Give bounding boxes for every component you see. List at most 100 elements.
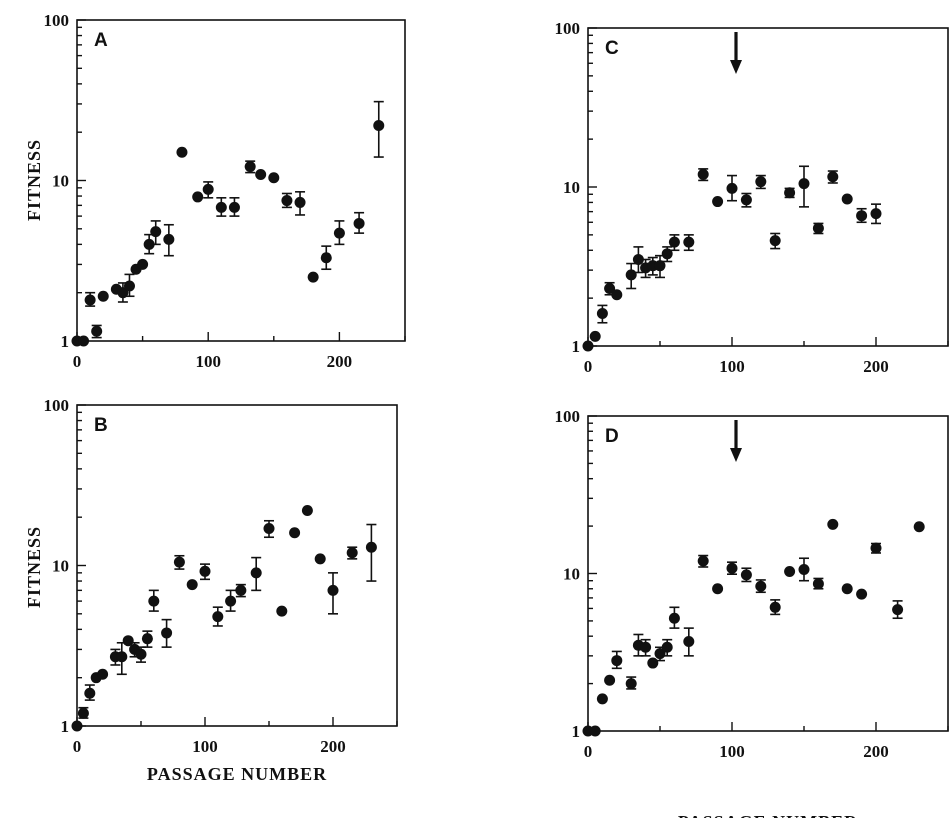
- data-point: [827, 171, 839, 183]
- panel-letter: B: [94, 415, 108, 436]
- data-point: [294, 196, 306, 208]
- data-point: [123, 280, 135, 292]
- data-point: [697, 555, 709, 567]
- data-point: [798, 564, 810, 576]
- x-tick-label: 100: [192, 737, 218, 756]
- data-point: [135, 648, 147, 660]
- y-tick-label: 10: [52, 172, 69, 191]
- data-point: [373, 120, 385, 132]
- data-point: [263, 523, 275, 535]
- data-point: [740, 569, 752, 581]
- data-point: [148, 595, 160, 607]
- data-point: [582, 340, 594, 352]
- x-tick-label: 200: [863, 742, 889, 761]
- data-point: [870, 542, 882, 554]
- y-tick-label: 1: [61, 717, 70, 736]
- data-point: [346, 547, 358, 559]
- data-point: [654, 260, 666, 272]
- x-tick-label: 0: [584, 742, 593, 761]
- plot-frame: [76, 404, 398, 727]
- data-point: [798, 178, 810, 190]
- data-point: [215, 201, 227, 213]
- data-point: [589, 330, 601, 342]
- panel-c: C 1 10 100 0 100 200: [555, 19, 949, 376]
- data-point: [161, 627, 173, 639]
- data-point: [625, 269, 637, 281]
- data-point: [281, 195, 293, 207]
- x-tick-label: 200: [863, 357, 889, 376]
- data-point: [301, 505, 313, 517]
- data-point: [186, 579, 198, 591]
- data-point: [250, 567, 262, 579]
- data-point: [625, 678, 637, 690]
- data-point: [276, 605, 288, 617]
- data-point: [244, 161, 256, 173]
- data-point: [97, 668, 109, 680]
- y-tick-label: 1: [61, 332, 70, 351]
- data-point: [199, 565, 211, 577]
- data-point: [596, 693, 608, 705]
- data-point: [289, 527, 301, 539]
- data-point: [314, 553, 326, 565]
- arrow-icon: [730, 60, 742, 74]
- data-point: [122, 635, 134, 647]
- x-tick-label: 100: [719, 742, 745, 761]
- data-point: [856, 588, 868, 600]
- x-axis-label: PASSAGE NUMBER: [147, 764, 327, 784]
- data-point: [827, 518, 839, 530]
- x-tick-label: 0: [73, 737, 82, 756]
- panel-letter: D: [605, 426, 619, 447]
- data-point: [268, 172, 280, 184]
- data-point: [812, 222, 824, 234]
- data-point: [668, 236, 680, 248]
- data-point: [661, 641, 673, 653]
- y-tick-label: 100: [555, 19, 581, 38]
- x-tick-label: 100: [719, 357, 745, 376]
- data-point: [784, 565, 796, 577]
- data-point: [841, 193, 853, 205]
- plot-frame: [587, 27, 949, 347]
- data-point: [71, 720, 83, 732]
- data-point: [712, 583, 724, 595]
- data-point: [683, 636, 695, 648]
- data-point: [176, 146, 188, 158]
- panel-d: D 1 10 100 0 100 200 PASSAGE NUMBER: [555, 407, 949, 818]
- x-axis-label: PASSAGE NUMBER: [678, 812, 858, 818]
- data-point: [255, 168, 267, 180]
- data-point: [307, 271, 319, 283]
- data-point: [365, 541, 377, 553]
- y-tick-label: 10: [563, 178, 580, 197]
- data-point: [228, 201, 240, 213]
- data-point: [892, 604, 904, 616]
- x-tick-label: 0: [584, 357, 593, 376]
- data-point: [84, 294, 96, 306]
- y-axis-label: FITNESS: [24, 139, 44, 221]
- data-point: [225, 595, 237, 607]
- data-point: [137, 258, 149, 270]
- data-point: [611, 655, 623, 667]
- data-point: [91, 325, 103, 337]
- panel-a: A 1 10 100 0 100 200 FITNESS: [24, 11, 406, 371]
- data-point: [141, 633, 153, 645]
- data-point: [143, 238, 155, 250]
- data-point: [202, 183, 214, 195]
- data-point: [611, 289, 623, 301]
- data-point: [192, 191, 204, 203]
- y-tick-label: 1: [572, 722, 581, 741]
- data-point: [77, 707, 89, 719]
- x-tick-label: 200: [327, 352, 353, 371]
- data-point: [97, 290, 109, 302]
- data-point: [755, 176, 767, 188]
- data-point: [870, 208, 882, 220]
- x-tick-label: 100: [195, 352, 221, 371]
- data-point: [235, 584, 247, 596]
- panel-letter: A: [94, 30, 108, 51]
- data-point: [604, 674, 616, 686]
- y-tick-label: 100: [44, 396, 70, 415]
- data-point: [683, 236, 695, 248]
- data-point: [769, 601, 781, 613]
- data-point: [640, 641, 652, 653]
- data-point: [856, 210, 868, 222]
- data-point: [726, 562, 738, 574]
- data-point: [632, 253, 644, 265]
